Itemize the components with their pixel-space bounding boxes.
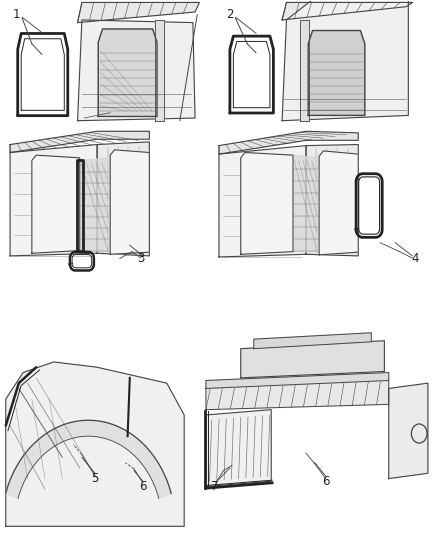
- Text: 6: 6: [322, 475, 329, 488]
- Polygon shape: [80, 158, 110, 252]
- Polygon shape: [206, 373, 389, 389]
- Polygon shape: [98, 29, 157, 116]
- Polygon shape: [78, 20, 195, 120]
- Text: 3: 3: [137, 252, 145, 265]
- Polygon shape: [300, 20, 309, 120]
- Polygon shape: [319, 151, 358, 255]
- Polygon shape: [10, 131, 149, 152]
- Polygon shape: [282, 0, 408, 120]
- Polygon shape: [206, 410, 271, 487]
- Polygon shape: [241, 341, 385, 378]
- Text: 5: 5: [91, 472, 99, 485]
- Polygon shape: [10, 144, 97, 256]
- Polygon shape: [6, 362, 184, 526]
- Text: 1: 1: [13, 8, 21, 21]
- Polygon shape: [389, 383, 428, 479]
- Polygon shape: [6, 421, 171, 498]
- Text: 2: 2: [226, 8, 233, 21]
- Polygon shape: [78, 3, 199, 22]
- Polygon shape: [155, 20, 163, 120]
- Text: 6: 6: [139, 480, 147, 493]
- Polygon shape: [306, 144, 358, 256]
- Polygon shape: [219, 131, 358, 154]
- Polygon shape: [97, 142, 149, 256]
- Polygon shape: [219, 146, 306, 257]
- Polygon shape: [282, 3, 413, 20]
- Polygon shape: [293, 155, 319, 252]
- Polygon shape: [110, 150, 149, 254]
- Polygon shape: [241, 152, 293, 254]
- Polygon shape: [32, 155, 80, 253]
- Polygon shape: [254, 333, 371, 349]
- Text: 4: 4: [411, 252, 419, 265]
- Polygon shape: [206, 378, 389, 410]
- Text: 7: 7: [211, 480, 219, 493]
- Polygon shape: [308, 30, 365, 115]
